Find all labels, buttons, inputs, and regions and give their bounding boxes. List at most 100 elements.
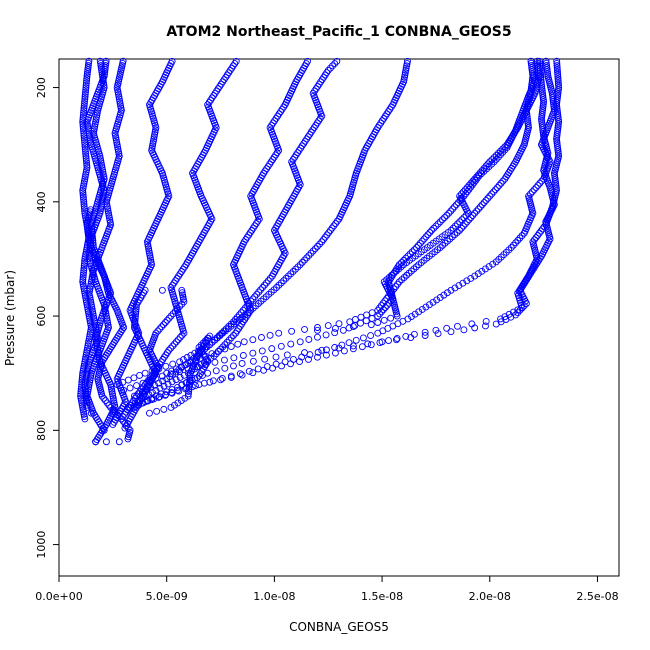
data-point	[415, 308, 423, 316]
data-point	[553, 99, 561, 107]
data-point	[553, 66, 561, 74]
data-point	[318, 346, 326, 354]
data-point	[161, 319, 169, 326]
data-point	[81, 257, 89, 265]
data-point	[536, 64, 544, 72]
data-point	[82, 84, 90, 92]
data-point	[398, 276, 406, 284]
data-point	[261, 355, 269, 363]
data-point	[284, 272, 292, 280]
data-point	[79, 118, 87, 126]
data-point	[249, 336, 257, 344]
data-point	[223, 338, 231, 346]
data-point	[492, 155, 500, 163]
data-point	[113, 334, 121, 342]
data-point	[463, 218, 471, 226]
data-point	[553, 133, 561, 141]
data-point	[510, 241, 517, 249]
data-point	[107, 404, 115, 411]
data-point	[78, 381, 86, 389]
data-point	[176, 334, 184, 341]
data-point	[85, 236, 93, 244]
data-point	[322, 331, 330, 339]
data-point	[426, 229, 434, 236]
data-point	[507, 244, 515, 251]
data-point	[524, 121, 532, 129]
data-point	[331, 60, 339, 68]
data-point	[393, 335, 401, 342]
data-point	[96, 431, 104, 439]
data-point	[275, 329, 283, 337]
data-point	[514, 236, 522, 244]
data-point	[82, 148, 89, 156]
data-point	[287, 270, 295, 278]
data-point	[298, 258, 306, 266]
data-point	[314, 324, 321, 331]
data-point	[103, 399, 111, 407]
data-point	[79, 278, 87, 286]
x-tick-label: 0.0e+00	[35, 590, 82, 603]
data-point	[446, 235, 454, 243]
data-point	[186, 378, 193, 386]
data-point	[83, 164, 91, 171]
data-point	[543, 61, 551, 69]
data-point	[81, 97, 89, 105]
data-point	[115, 438, 123, 446]
data-point	[333, 57, 341, 65]
data-point	[554, 68, 561, 76]
data-point	[502, 248, 510, 256]
data-point	[264, 277, 272, 285]
data-point	[101, 70, 108, 78]
plot-frame	[58, 58, 620, 577]
data-point	[443, 289, 451, 297]
data-point	[186, 369, 194, 377]
data-point	[105, 401, 113, 409]
y-axis-label: Pressure (mbar)	[3, 270, 17, 366]
data-point	[340, 347, 348, 355]
data-point	[161, 391, 169, 399]
data-point	[83, 77, 91, 85]
data-point	[292, 265, 299, 273]
data-point	[236, 370, 244, 378]
data-point	[92, 438, 100, 446]
data-point	[488, 190, 496, 198]
y-tick-label: 800	[35, 420, 48, 441]
data-point	[472, 177, 480, 185]
data-point	[77, 385, 85, 393]
data-point	[214, 347, 222, 355]
data-point	[553, 129, 561, 137]
data-point	[82, 157, 90, 165]
x-tick-label: 2.5e-08	[576, 590, 618, 603]
data-point	[539, 104, 547, 112]
data-point	[131, 319, 139, 327]
data-point	[447, 226, 455, 234]
data-point	[516, 306, 524, 314]
data-point	[133, 382, 140, 390]
data-point	[543, 68, 551, 76]
data-point	[81, 141, 89, 149]
data-point	[542, 57, 550, 65]
data-point	[79, 189, 87, 197]
data-point	[83, 74, 91, 82]
data-point	[554, 146, 562, 154]
data-point	[301, 256, 308, 264]
data-point	[410, 246, 418, 254]
data-point	[165, 346, 173, 354]
data-point	[269, 364, 277, 372]
data-point	[81, 95, 89, 103]
data-point	[132, 310, 140, 318]
data-point	[101, 64, 109, 72]
data-point	[392, 336, 400, 344]
data-point	[266, 274, 274, 282]
data-point	[421, 332, 429, 339]
data-point	[163, 316, 171, 324]
data-point	[494, 149, 502, 157]
data-point	[490, 154, 498, 161]
data-point	[404, 252, 412, 260]
data-point	[130, 324, 138, 331]
data-point	[102, 397, 109, 405]
data-point	[462, 190, 470, 198]
data-point	[555, 81, 562, 89]
data-point	[544, 70, 552, 78]
data-point	[330, 222, 338, 230]
